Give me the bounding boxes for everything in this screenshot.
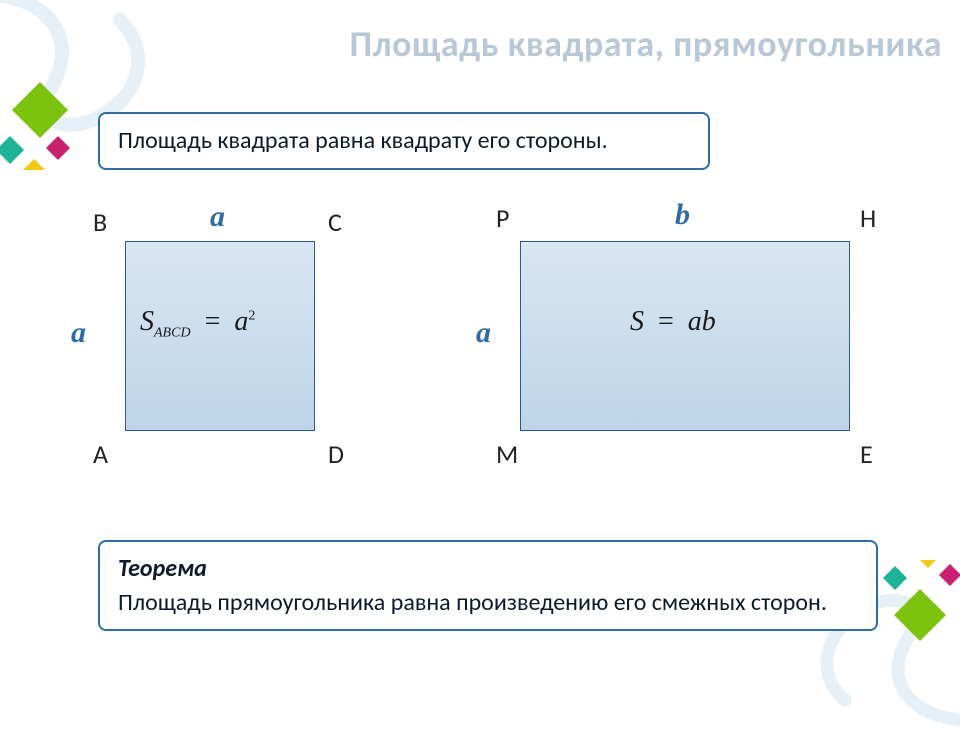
vertex-H: H (860, 202, 876, 234)
figures-area: B C A D a a SABCD = a2 P H M E b a S = a… (90, 206, 890, 486)
side-label-a-left: a (71, 316, 86, 350)
statement-square-area: Площадь квадрата равна квадрату его стор… (98, 112, 710, 170)
vertex-D: D (328, 438, 344, 470)
theorem-body: Площадь прямоугольника равна произведени… (118, 588, 827, 617)
slide-title: Площадь квадрата, прямоугольника (350, 22, 942, 66)
side-label-a-left-rect: a (476, 316, 491, 350)
vertex-E: E (860, 438, 873, 470)
vertex-C: C (328, 206, 342, 238)
side-label-b-top: b (675, 198, 690, 232)
theorem-text: Теорема Площадь прямоугольника равна про… (118, 552, 858, 619)
figure-rectangle: P H M E b a S = ab (480, 206, 890, 476)
vertex-P: P (496, 202, 509, 234)
vertex-M: M (496, 438, 518, 470)
theorem-box: Теорема Площадь прямоугольника равна про… (98, 540, 878, 631)
vertex-A: A (93, 438, 108, 470)
rectangle-formula: S = ab (630, 306, 716, 338)
vertex-B: B (93, 206, 107, 238)
theorem-heading: Теорема (118, 554, 207, 583)
side-label-a-top: a (210, 200, 225, 234)
figure-square: B C A D a a SABCD = a2 (90, 206, 360, 476)
statement-text: Площадь квадрата равна квадрату его стор… (118, 124, 690, 158)
square-formula: SABCD = a2 (140, 306, 255, 342)
